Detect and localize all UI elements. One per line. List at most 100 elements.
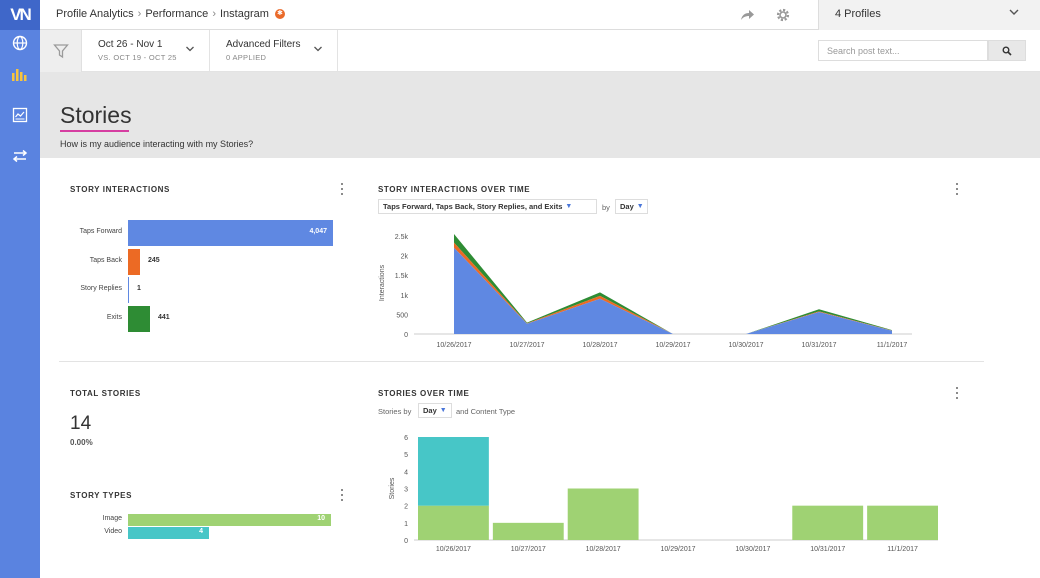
bar-value-label: 245 (148, 256, 160, 264)
x-tick-label: 10/31/2017 (810, 546, 845, 553)
bar[interactable] (128, 514, 331, 526)
stacked-bar-segment[interactable] (492, 522, 564, 540)
stories-over-time-menu-icon[interactable] (953, 386, 961, 400)
bar-category-label: Image (102, 515, 122, 522)
chevron-down-icon (1008, 6, 1020, 21)
stacked-bar-segment[interactable] (867, 505, 938, 540)
title-underline (60, 130, 129, 132)
advanced-filters-label: Advanced Filters (226, 39, 301, 50)
y-tick-label: 1.5k (395, 273, 409, 280)
stacked-bar-segment[interactable] (418, 505, 489, 540)
globe-icon[interactable] (8, 32, 32, 54)
by-label: by (602, 203, 610, 212)
total-stories-title: TOTAL STORIES (70, 389, 141, 398)
x-tick-label: 10/30/2017 (728, 342, 763, 349)
app-logo[interactable]: VN (0, 0, 40, 30)
x-tick-label: 10/26/2017 (436, 546, 471, 553)
bar-category-label: Story Replies (80, 285, 122, 292)
left-nav-rail: VN (0, 0, 40, 578)
bar[interactable] (128, 277, 129, 303)
transfer-icon[interactable] (8, 145, 32, 167)
breadcrumb-performance[interactable]: Performance (145, 8, 209, 20)
x-tick-label: 10/28/2017 (586, 546, 621, 553)
gear-icon[interactable] (774, 6, 792, 24)
profiles-dropdown[interactable]: 4 Profiles (818, 0, 1040, 30)
stories-over-time-title: STORIES OVER TIME (378, 389, 470, 398)
x-tick-label: 11/1/2017 (877, 342, 908, 349)
y-tick-label: 1 (404, 521, 408, 528)
breadcrumb-profile-analytics[interactable]: Profile Analytics (56, 8, 134, 20)
interactions-over-time-menu-icon[interactable] (953, 182, 961, 196)
bar[interactable] (128, 248, 140, 275)
page-subtitle: How is my audience interacting with my S… (60, 139, 254, 149)
report-icon[interactable] (8, 104, 32, 126)
bar[interactable] (128, 527, 209, 539)
y-tick-label: 6 (404, 435, 408, 442)
chevron-down-icon: ▼ (565, 203, 573, 210)
breadcrumb-separator-icon: › (212, 8, 216, 20)
filter-bar: Oct 26 - Nov 1 VS. OCT 19 - OCT 25 Advan… (40, 30, 1040, 72)
y-tick-label: 1k (401, 293, 409, 300)
x-tick-label: 10/27/2017 (511, 546, 546, 553)
stacked-bar-segment[interactable] (567, 488, 639, 541)
bar[interactable] (128, 220, 333, 246)
total-stories-value: 14 (70, 413, 92, 434)
breadcrumb: Profile Analytics › Performance › Instag… (56, 8, 285, 20)
story-types-menu-icon[interactable] (338, 488, 346, 502)
bar-chart-icon[interactable] (8, 63, 32, 85)
breadcrumb-instagram[interactable]: Instagram (219, 8, 269, 20)
y-tick-label: 2.5k (395, 234, 409, 241)
profiles-label: 4 Profiles (835, 8, 881, 20)
x-tick-label: 10/30/2017 (735, 546, 770, 553)
advanced-filters-count: 0 APPLIED (226, 53, 267, 62)
date-range-picker[interactable]: Oct 26 - Nov 1 VS. OCT 19 - OCT 25 (82, 30, 210, 72)
x-tick-label: 10/28/2017 (582, 342, 617, 349)
search-icon (1002, 46, 1012, 56)
search-button[interactable] (988, 40, 1026, 61)
interactions-period-select[interactable]: Day ▼ (615, 199, 648, 214)
area-series (454, 234, 892, 334)
x-tick-label: 10/27/2017 (509, 342, 544, 349)
y-tick-label: 5 (404, 452, 408, 459)
y-tick-label: 4 (404, 469, 408, 476)
story-types-title: STORY TYPES (70, 491, 133, 500)
y-tick-label: 0 (404, 332, 408, 339)
bar-value-label: 441 (158, 313, 170, 321)
story-interactions-menu-icon[interactable] (338, 182, 346, 196)
page-header: Stories How is my audience interacting w… (40, 72, 1040, 158)
content-type-label: and Content Type (456, 407, 516, 416)
section-divider (59, 361, 984, 362)
metric-select-value: Taps Forward, Taps Back, Story Replies, … (383, 202, 563, 211)
search-input[interactable] (819, 41, 987, 60)
bar-category-label: Video (104, 528, 122, 535)
metric-select[interactable]: Taps Forward, Taps Back, Story Replies, … (378, 199, 597, 214)
bar-category-label: Taps Back (89, 256, 122, 264)
share-icon[interactable] (738, 6, 756, 24)
advanced-filters-dropdown[interactable]: Advanced Filters 0 APPLIED (210, 30, 338, 72)
stories-period-select[interactable]: Day ▼ (418, 403, 452, 418)
chevron-down-icon (185, 44, 195, 57)
bar[interactable] (128, 305, 150, 332)
x-tick-label: 10/31/2017 (801, 342, 836, 349)
story-interactions-title: STORY INTERACTIONS (70, 185, 170, 194)
stacked-bar-segment[interactable] (792, 505, 864, 540)
chevron-down-icon (313, 44, 323, 57)
filter-funnel-icon[interactable] (40, 30, 82, 72)
area-series (454, 247, 892, 334)
compare-range-value: VS. OCT 19 - OCT 25 (98, 53, 177, 62)
stories-by-label: Stories by (378, 407, 412, 416)
period-select-value: Day (423, 406, 437, 415)
breadcrumb-separator-icon: › (137, 8, 142, 20)
y-tick-label: 2 (404, 504, 408, 511)
stacked-bar-segment[interactable] (418, 437, 489, 506)
y-tick-label: 500 (396, 312, 408, 319)
date-range-value: Oct 26 - Nov 1 (98, 39, 163, 50)
bar-value-label: 4,047 (309, 228, 327, 235)
interactions-area-chart: 0 500 1k 1.5k 2k 2.5k Interactions 10/26/2017 10… (379, 234, 912, 349)
period-select-value: Day (620, 202, 634, 211)
y-axis-label: Stories (389, 477, 396, 499)
top-bar: Profile Analytics › Performance › Instag… (40, 0, 1040, 30)
page-title: Stories (60, 102, 132, 128)
y-tick-label: 3 (404, 487, 408, 494)
bar-value-label: 10 (317, 515, 325, 522)
